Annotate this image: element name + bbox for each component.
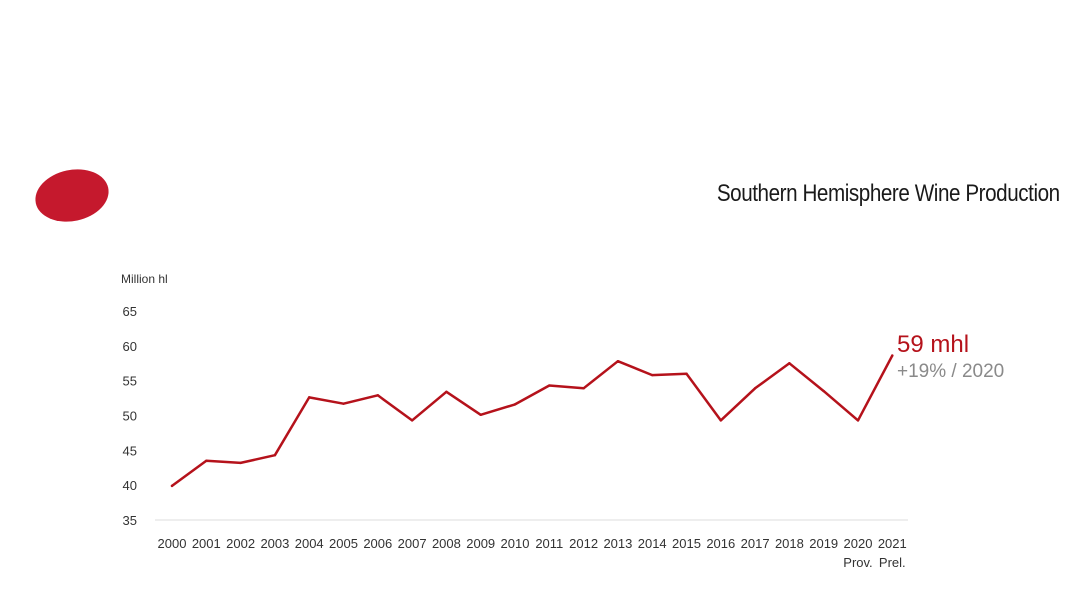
- data-point: [891, 354, 894, 357]
- x-tick-label: 2007: [398, 536, 427, 551]
- x-tick-label: 2000: [158, 536, 187, 551]
- y-tick-label: 60: [123, 339, 137, 354]
- x-tick-label: 2014: [638, 536, 667, 551]
- y-axis-unit-label: Million hl: [121, 272, 168, 286]
- x-tick-label: 2015: [672, 536, 701, 551]
- y-tick-label: 40: [123, 478, 137, 493]
- data-point: [651, 373, 654, 377]
- data-point: [342, 402, 345, 405]
- x-tick-label: 2020: [844, 536, 873, 551]
- data-point: [685, 372, 688, 375]
- x-tick-label: 2008: [432, 536, 461, 551]
- x-tick-label: 2006: [363, 536, 392, 551]
- data-point: [822, 389, 825, 393]
- x-tick-label: 2011: [535, 536, 563, 551]
- data-point: [582, 387, 585, 390]
- y-tick-label: 35: [123, 513, 137, 528]
- annotation-change: +19% / 2020: [897, 361, 1004, 382]
- x-tick-label: 2009: [466, 536, 495, 551]
- data-point: [376, 394, 379, 397]
- data-point: [788, 362, 791, 365]
- y-tick-label: 45: [123, 443, 137, 458]
- data-point: [308, 396, 311, 399]
- x-tick-label: 2005: [329, 536, 358, 551]
- data-point: [479, 413, 482, 417]
- data-point: [273, 454, 277, 457]
- x-tick-label: 2017: [741, 536, 770, 551]
- y-axis-ticks: 35 40 45 50 55 60 65: [123, 304, 137, 528]
- data-point: [548, 384, 551, 387]
- x-tick-label: 2001: [192, 536, 221, 551]
- x-tick-sublabel: Prov.: [843, 555, 872, 570]
- y-tick-label: 65: [123, 304, 137, 319]
- data-point: [513, 403, 517, 406]
- data-point: [616, 359, 620, 363]
- data-point: [170, 484, 174, 488]
- data-point: [410, 419, 414, 422]
- x-tick-label: 2012: [569, 536, 598, 551]
- x-axis-ticks: 2000 2001 2002 2003 2004 2005 2006 2007 2008 2009…: [158, 536, 907, 570]
- x-tick-label: 2019: [809, 536, 838, 551]
- data-point: [719, 419, 722, 422]
- x-tick-label: 2021: [878, 536, 907, 551]
- x-tick-label: 2002: [226, 536, 255, 551]
- y-tick-label: 50: [123, 409, 137, 424]
- x-tick-label: 2003: [260, 536, 289, 551]
- x-tick-label: 2018: [775, 536, 804, 551]
- chart-title: Southern Hemisphere Wine Production: [717, 180, 1060, 207]
- data-point: [239, 461, 242, 465]
- data-point: [445, 390, 448, 394]
- data-point: [753, 387, 757, 390]
- series-line: [170, 354, 894, 488]
- y-tick-label: 55: [123, 374, 137, 389]
- x-tick-label: 2016: [706, 536, 735, 551]
- x-tick-label: 2013: [603, 536, 632, 551]
- x-tick-label: 2010: [501, 536, 530, 551]
- data-point: [205, 459, 208, 462]
- annotation-value: 59 mhl: [897, 331, 969, 358]
- data-point: [856, 419, 860, 422]
- x-tick-sublabel: Prel.: [879, 555, 906, 570]
- x-tick-label: 2004: [295, 536, 324, 551]
